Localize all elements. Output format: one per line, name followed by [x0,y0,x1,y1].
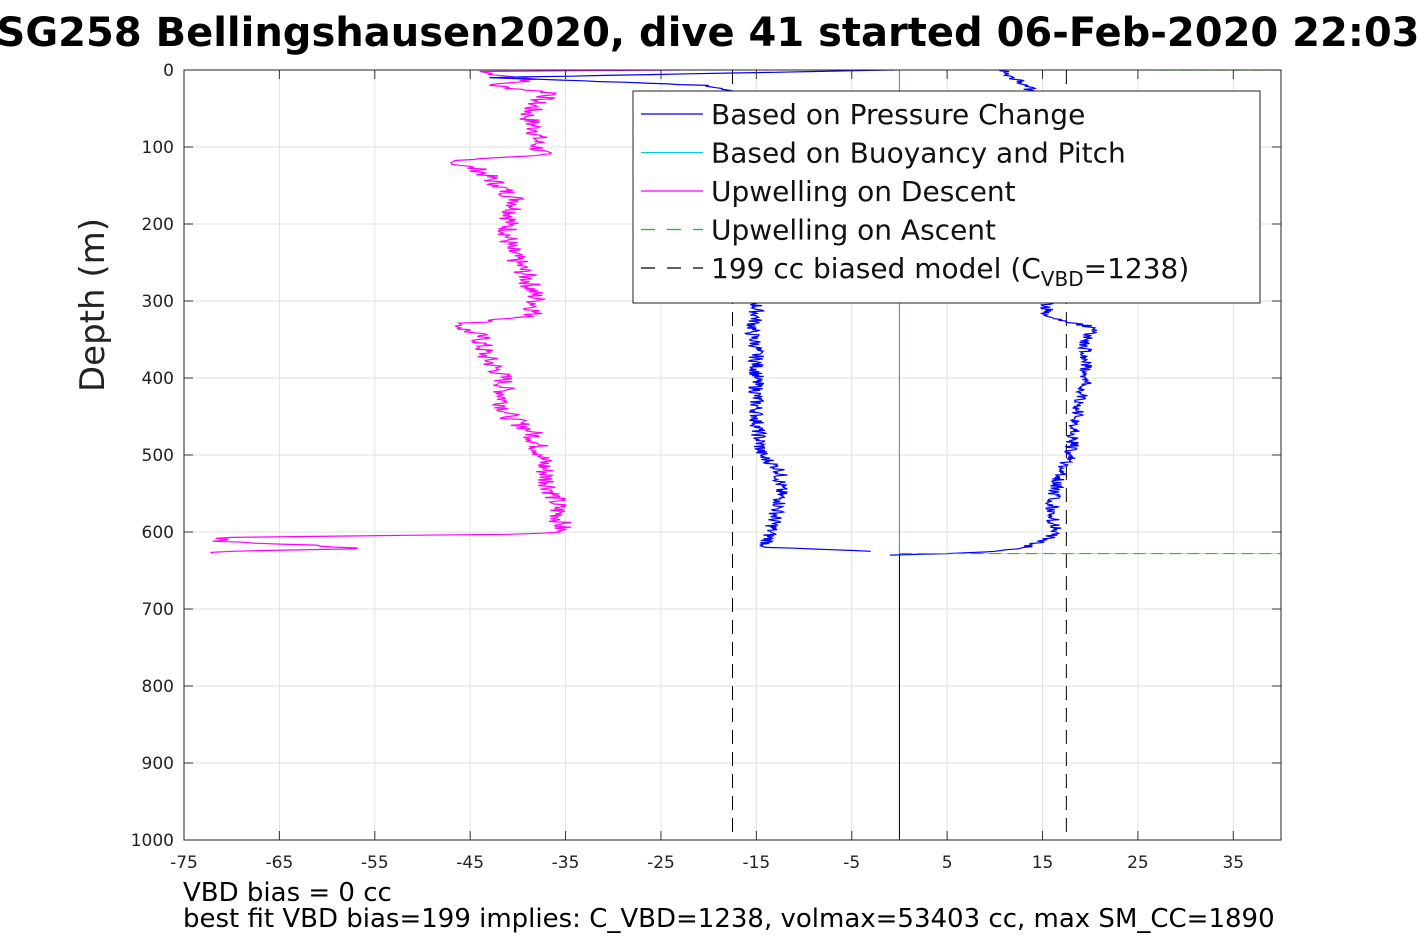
axes: -75 -65 -55 -45 -35 -25 -15 -5 5 15 25 350100200300… [73,61,1282,873]
legend-box [632,90,1261,304]
y-tick-label: 900 [142,754,174,774]
x-tick-label: -5 [843,853,860,873]
chart-title: SG258 Bellingshausen2020, dive 41 starte… [0,6,1417,60]
y-tick-label: 400 [142,369,174,389]
y-tick-label: 300 [142,292,174,312]
vbd-bias-note: VBD bias = 0 cc [183,878,392,908]
best-fit-note: best fit VBD bias=199 implies: C_VBD=123… [183,904,1275,934]
x-tick-label: 15 [1032,853,1054,873]
x-tick-label: 25 [1127,853,1149,873]
legend-label: Upwelling on Ascent [711,214,996,247]
legend-label: 199 cc biased model (CVBD=1238) [711,252,1189,291]
x-tick-label: -65 [266,853,294,873]
x-tick-label: -45 [456,853,484,873]
x-tick-label: -35 [552,853,580,873]
upwelling-descent-line [209,70,681,555]
y-tick-label: 200 [142,215,174,235]
y-tick-label: 700 [142,600,174,620]
legend-label: Based on Buoyancy and Pitch [711,137,1126,170]
y-tick-label: 800 [142,677,174,697]
y-tick-label: 1000 [131,831,174,851]
legend-label: Upwelling on Descent [711,175,1016,208]
legend-label: Based on Pressure Change [711,98,1085,131]
y-tick-label: 0 [163,61,174,81]
y-tick-label: 500 [142,446,174,466]
x-tick-label: -15 [742,853,770,873]
velocity-depth-chart: -75 -65 -55 -45 -35 -25 -15 -5 5 15 25 350100200300… [73,61,1282,873]
x-tick-label: -55 [361,853,389,873]
legend: Based on Pressure Change Based on Buoyanc… [632,90,1261,304]
y-tick-label: 600 [142,523,174,543]
plot-frame [183,69,1282,841]
chart-title-text: SG258 Bellingshausen2020, dive 41 starte… [0,10,1417,56]
x-tick-label: -25 [647,853,675,873]
x-tick-label: 35 [1222,853,1244,873]
y-tick-label: 100 [142,138,174,158]
x-tick-label: -75 [170,853,198,873]
x-tick-label: 5 [942,853,953,873]
y-axis-label: Depth (m) [73,218,113,392]
